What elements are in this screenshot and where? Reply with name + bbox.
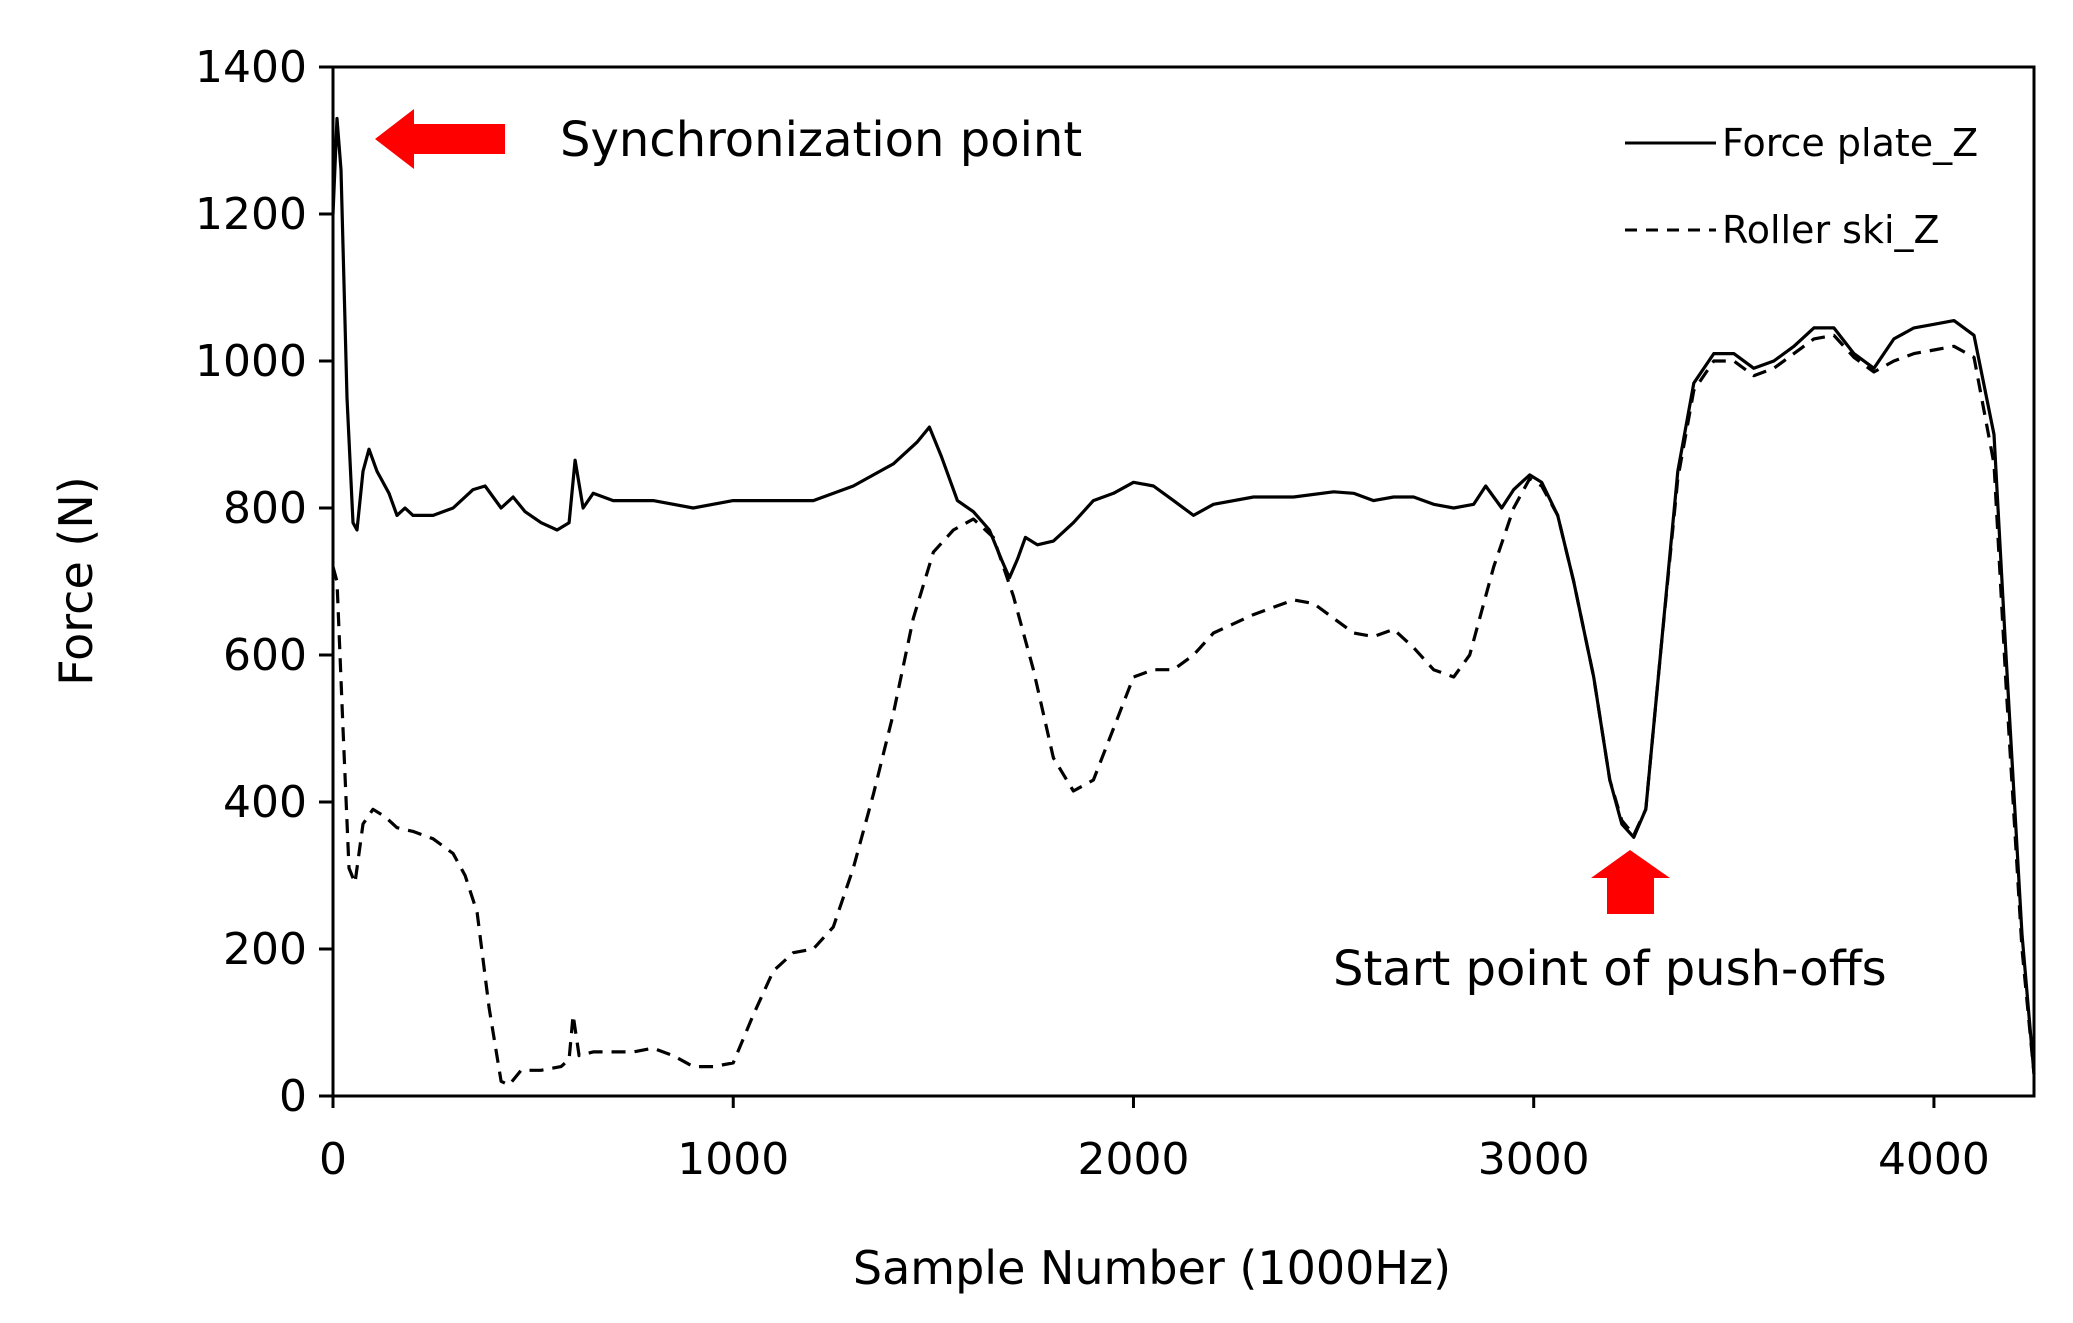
x-tick-label: 0 — [319, 1134, 347, 1185]
push-off-label: Start point of push-offs — [1333, 941, 1887, 997]
series-lines — [331, 116, 2036, 1087]
series-roller-ski-line — [331, 333, 2036, 1087]
y-tick-label: 600 — [223, 630, 307, 681]
annotation-push-off: Start point of push-offs — [1333, 850, 1887, 997]
x-tick-label: 4000 — [1878, 1134, 1990, 1185]
series-force-plate-line — [331, 116, 2036, 1075]
legend: Force plate_Z Roller ski_Z — [1625, 121, 1978, 252]
sync-point-label: Synchronization point — [560, 112, 1082, 168]
y-tick-label: 0 — [279, 1071, 307, 1122]
y-axis-title: Force (N) — [49, 476, 103, 685]
plot-frame — [331, 65, 2036, 1098]
x-axis-ticks: 0 1000 2000 3000 4000 — [319, 1096, 1990, 1185]
x-tick-label: 1000 — [677, 1134, 789, 1185]
sync-arrow-left — [375, 109, 505, 169]
y-tick-label: 1400 — [195, 42, 307, 93]
x-axis-title: Sample Number (1000Hz) — [853, 1241, 1451, 1295]
legend-label-force-plate: Force plate_Z — [1722, 121, 1978, 165]
y-axis-ticks: 0 200 400 600 800 1000 1200 1400 — [195, 42, 333, 1122]
x-tick-label: 3000 — [1478, 1134, 1590, 1185]
y-tick-label: 400 — [223, 777, 307, 828]
legend-label-roller-ski: Roller ski_Z — [1722, 208, 1940, 252]
y-tick-label: 200 — [223, 924, 307, 975]
push-off-arrow-up — [1591, 850, 1670, 914]
y-tick-label: 1000 — [195, 336, 307, 387]
annotation-sync: Synchronization point — [375, 109, 1082, 169]
y-tick-label: 800 — [223, 483, 307, 534]
y-tick-label: 1200 — [195, 189, 307, 240]
x-tick-label: 2000 — [1077, 1134, 1189, 1185]
